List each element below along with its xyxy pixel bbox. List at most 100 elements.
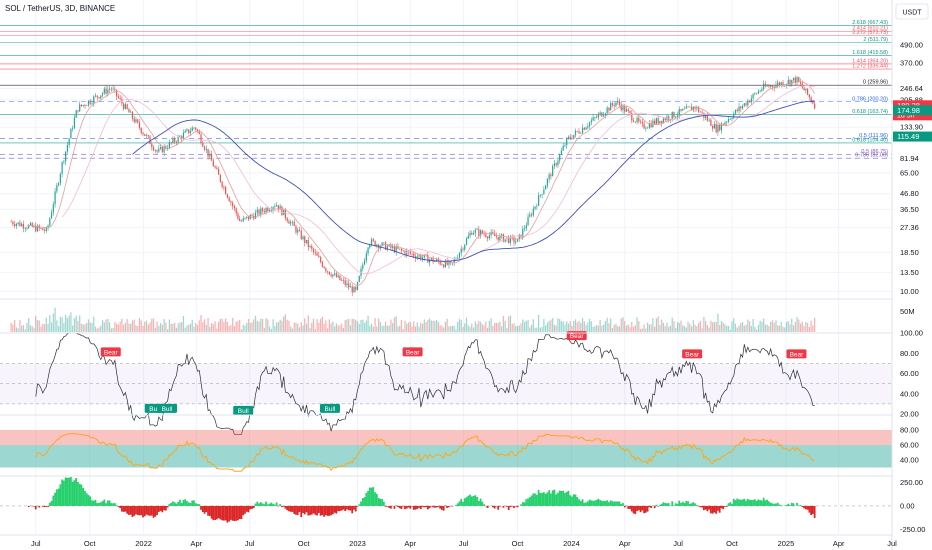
mom-bar [386, 505, 389, 507]
volume-bar [52, 313, 54, 332]
mom-bar [230, 505, 232, 520]
mom-bar [193, 500, 195, 506]
osc-tick-label: 40.00 [900, 456, 919, 465]
volume-bar [293, 322, 295, 332]
volume-bar [209, 326, 211, 332]
volume-bar [661, 319, 663, 332]
candle-body [796, 77, 798, 83]
mom-bar [128, 505, 130, 515]
y-tick-label: 65.00 [900, 168, 919, 177]
x-tick-label: 2025 [778, 539, 795, 548]
volume-bar [627, 324, 629, 332]
volume-bar [428, 318, 431, 332]
candle-body [501, 234, 503, 236]
candle-body [763, 83, 765, 90]
rsi-tick-label: 20.00 [900, 410, 919, 419]
y-tick-label: 46.80 [900, 189, 919, 198]
mom-bar [115, 505, 118, 506]
mom-bar [437, 505, 440, 507]
volume-bar [499, 321, 501, 332]
volume-bar [650, 324, 652, 332]
volume-bar [610, 318, 612, 332]
volume-bar [177, 323, 179, 332]
mom-bar [597, 498, 600, 506]
mom-bar [203, 505, 206, 514]
volume-bar [188, 324, 190, 332]
candle-body [24, 228, 26, 229]
volume-bar [550, 319, 552, 332]
volume-bar [214, 321, 216, 332]
volume-bar [588, 318, 591, 332]
mom-bar [126, 505, 129, 514]
rsi-tick-label: 80.00 [900, 349, 919, 358]
volume-bar [311, 322, 313, 332]
osc-lower-band [0, 445, 892, 468]
price-plot[interactable] [10, 75, 816, 297]
bull-label-box [319, 403, 340, 413]
candle-body [699, 111, 701, 113]
volume-bar [766, 324, 768, 332]
candle-body [397, 246, 399, 249]
mom-bar [523, 502, 526, 506]
mom-bar [161, 505, 164, 513]
volume-bar [474, 321, 476, 332]
volume-bar [14, 320, 16, 332]
candle-body [697, 107, 700, 112]
mom-bar [702, 505, 705, 511]
candle-body [26, 228, 28, 229]
candle-body [740, 106, 742, 109]
candle-body [631, 112, 633, 121]
mom-bar [764, 500, 767, 506]
candle-body [151, 143, 153, 148]
volume-bar [29, 325, 32, 332]
candle-body [530, 214, 533, 216]
mom-bar [50, 500, 53, 506]
volume-bar [358, 324, 360, 332]
candle-body [47, 225, 49, 228]
volume-bar [77, 320, 79, 332]
candle-body [574, 130, 577, 135]
currency-button[interactable] [895, 3, 929, 20]
candle-body [168, 142, 170, 149]
volume-bar [414, 326, 417, 332]
volume-bar [676, 321, 679, 332]
volume-bar [678, 322, 680, 332]
volume-bar [462, 326, 464, 332]
y-tick-label: 10.00 [900, 287, 919, 296]
candle-body [522, 228, 524, 238]
volume-bar [61, 317, 63, 332]
candle-body [144, 134, 146, 136]
candle-body [474, 229, 476, 234]
volume-bar [639, 329, 642, 332]
volume-bar [363, 322, 366, 332]
candle-body [91, 103, 93, 104]
candle-body [756, 93, 758, 95]
volume-bar [59, 316, 61, 332]
mom-bar [708, 505, 711, 510]
candle-body [434, 260, 436, 262]
candle-body [661, 120, 663, 123]
osc-line [35, 433, 815, 472]
mom-bar [136, 505, 139, 516]
volume-bar [251, 322, 253, 332]
volume-bar [284, 314, 287, 332]
mom-bar [755, 500, 758, 506]
volume-bar [529, 327, 531, 332]
candle-body [504, 238, 506, 242]
mom-bar [103, 499, 106, 506]
volume-bar [620, 318, 622, 332]
mom-bar [258, 503, 260, 506]
volume-bar [641, 328, 643, 332]
mom-bar [110, 503, 113, 506]
mom-bar [212, 505, 215, 521]
volume-bar [63, 322, 65, 332]
mom-bar [147, 505, 150, 516]
mom-bar [247, 505, 250, 513]
volume-bar [690, 326, 693, 332]
mom-bar [231, 505, 234, 521]
x-tick-label: Jul [673, 539, 683, 548]
candle-body [525, 225, 527, 229]
volume-bar [123, 324, 125, 332]
mom-bar [541, 492, 543, 506]
